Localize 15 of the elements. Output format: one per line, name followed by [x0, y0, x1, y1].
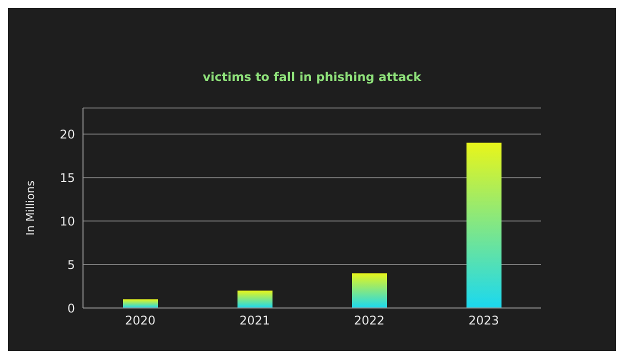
y-tick-label: 20	[60, 127, 75, 142]
x-tick-label: 2022	[354, 314, 385, 328]
x-tick-label: 2020	[124, 314, 156, 328]
chart-title: victims to fall in phishing attack	[202, 70, 422, 84]
bar	[466, 142, 502, 308]
y-axis-title: In Millions	[24, 180, 37, 236]
bar	[352, 273, 387, 308]
y-tick-label: 5	[67, 258, 75, 272]
y-tick-label: 0	[67, 301, 75, 316]
y-tick-label: 10	[60, 214, 75, 228]
bar	[238, 290, 272, 308]
x-tick-label: 2023	[468, 314, 500, 328]
bar	[123, 299, 158, 308]
x-tick-label: 2021	[239, 314, 270, 328]
y-tick-label: 15	[60, 170, 75, 185]
